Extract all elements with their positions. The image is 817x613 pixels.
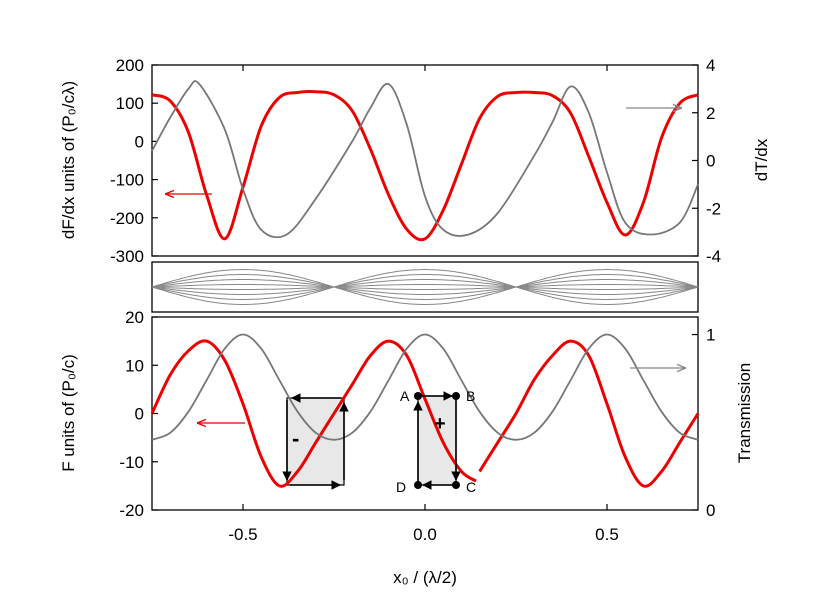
bottom-left-ylabel: F units of (P₀/c) xyxy=(59,354,78,472)
top-left-y-tick-label-0: 200 xyxy=(116,56,144,75)
top-right-y-tick-label-4: -4 xyxy=(706,247,721,266)
top-left-y-tick-label-3: -100 xyxy=(110,171,144,190)
bottom-series-line-1 xyxy=(478,339,700,488)
bottom-left-y-tick-label-0: 20 xyxy=(125,308,144,327)
top-left-y-tick-label-4: -200 xyxy=(110,209,144,228)
x-tick-label-0: -0.5 xyxy=(228,525,257,544)
middle-line-4 xyxy=(151,286,699,290)
top-right-y-tick-label-0: 4 xyxy=(706,56,715,75)
bottom-right-ylabel: Transmission xyxy=(735,363,754,463)
bottom-left-y-tick-label-1: 10 xyxy=(125,356,144,375)
axis-ticks: 2001000-100-200-300420-2-420100-10-2010-… xyxy=(110,56,721,544)
top-left-y-tick-label-2: 0 xyxy=(135,132,144,151)
point-a-marker xyxy=(414,392,422,400)
middle-line-1 xyxy=(151,274,699,288)
bottom-series-line-0 xyxy=(150,339,477,488)
top-left-y-tick-label-1: 100 xyxy=(116,94,144,113)
top-right-y-tick-label-3: -2 xyxy=(706,199,721,218)
point-d-marker xyxy=(414,481,422,489)
x-tick-label-1: 0.0 xyxy=(413,525,437,544)
top-left-y-tick-label-5: -300 xyxy=(110,247,144,266)
middle-line-2 xyxy=(151,278,699,288)
point-d-label: D xyxy=(396,479,406,495)
middle-panel-lines xyxy=(151,269,699,305)
point-c-marker xyxy=(452,481,460,489)
plus-sign: + xyxy=(434,413,446,435)
top-right-ylabel: dT/dx xyxy=(752,138,771,181)
bottom-right-y-tick-label-0: 1 xyxy=(706,326,715,345)
middle-line-6 xyxy=(151,286,699,300)
point-b-label: B xyxy=(466,388,475,404)
top-series-line-0 xyxy=(151,90,699,242)
middle-line-3 xyxy=(151,284,699,288)
middle-line-5 xyxy=(151,286,699,295)
middle-line-0 xyxy=(151,269,699,288)
series-layer xyxy=(150,80,700,488)
point-b-marker xyxy=(452,392,460,400)
top-left-ylabel: dF/dx units of (P₀/cλ) xyxy=(59,81,78,239)
top-series-line-1 xyxy=(151,80,699,239)
bottom-right-y-tick-label-1: 0 xyxy=(706,501,715,520)
point-a-label: A xyxy=(400,388,410,404)
point-c-label: C xyxy=(466,479,476,495)
x-tick-label-2: 0.5 xyxy=(595,525,619,544)
bottom-left-y-tick-label-2: 0 xyxy=(135,405,144,424)
bottom-left-y-tick-label-3: -10 xyxy=(119,453,144,472)
minus-sign: - xyxy=(292,426,299,451)
bottom-left-y-tick-label-4: -20 xyxy=(119,501,144,520)
top-right-y-tick-label-2: 0 xyxy=(706,152,715,171)
x-axis-label: x₀ / (λ/2) xyxy=(393,568,457,587)
top-right-y-tick-label-1: 2 xyxy=(706,104,715,123)
plus-cycle-box xyxy=(417,395,457,486)
bottom-series-line-2 xyxy=(151,333,699,441)
middle-line-7 xyxy=(151,286,699,305)
